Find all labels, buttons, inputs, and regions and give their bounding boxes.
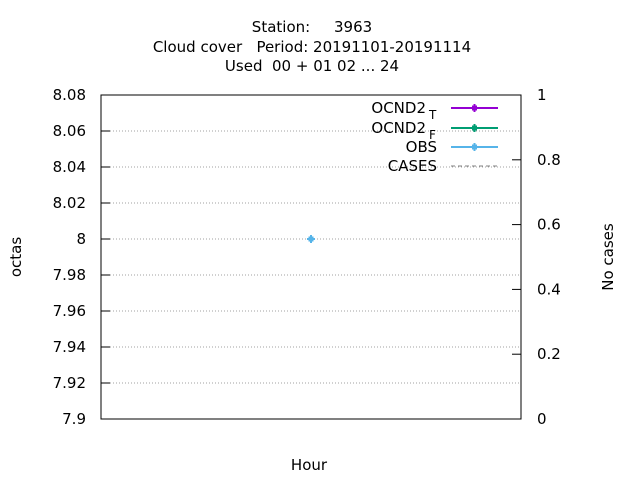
- legend-label: OCND2: [371, 99, 426, 117]
- legend-label-subscript: F: [429, 128, 436, 142]
- legend-label-subscript: T: [428, 108, 437, 122]
- y-tick-label: 7.98: [53, 266, 86, 284]
- chart-title-period: Cloud cover Period: 20191101-20191114: [152, 38, 472, 56]
- y2-tick-label: 0.8: [537, 151, 561, 169]
- y2-tick-label: 0.4: [537, 280, 561, 298]
- y-tick-label: 7.9: [62, 410, 86, 428]
- y2-axis-label: No cases: [599, 223, 617, 291]
- gridlines: [101, 130, 521, 384]
- legend-label: OBS: [406, 138, 437, 156]
- legend-point-swatch: [470, 143, 479, 151]
- legend-point-swatch: [470, 124, 479, 132]
- y-tick-label: 7.94: [53, 338, 86, 356]
- y-tick-label: 8.06: [53, 122, 86, 140]
- data-point-obs: [307, 235, 315, 243]
- chart-title-station: Station: 3963: [251, 18, 373, 36]
- plot-frame: [100, 94, 522, 420]
- chart-title-used: Used 00 + 01 02 ... 24: [224, 57, 400, 75]
- y2-tick-label: 0.6: [537, 216, 561, 234]
- y-tick-label: 7.96: [53, 302, 86, 320]
- x-axis-label: Hour: [291, 456, 328, 474]
- y2-tick-label: 0: [537, 410, 547, 428]
- y-tick-label: 8.08: [53, 86, 86, 104]
- y-tick-label: 8.02: [53, 194, 86, 212]
- legend-label: CASES: [388, 157, 437, 175]
- y-tick-label: 7.92: [53, 374, 86, 392]
- legend-point-swatch: [470, 104, 479, 112]
- y-tick-label: 8.04: [53, 158, 86, 176]
- data-marks: [307, 235, 315, 243]
- y-tick-label: 8: [76, 230, 86, 248]
- y2-tick-label: 0.2: [537, 345, 561, 363]
- y2-tick-label: 1: [537, 86, 547, 104]
- legend-label: OCND2: [371, 119, 426, 137]
- y-axis-label: octas: [7, 237, 25, 277]
- y-axis-tick-labels: 7.9 7.92 7.94 7.96 7.98 8 8.02 8.04 8.06 8.08: [53, 86, 86, 428]
- y2-axis-tick-labels: 0 0.2 0.4 0.6 0.8 1: [537, 86, 561, 428]
- axis-ticks: [101, 94, 521, 420]
